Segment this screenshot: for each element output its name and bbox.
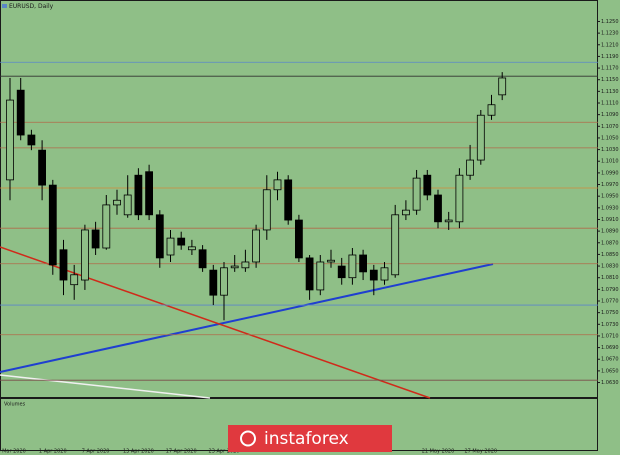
y-tick-label: 1.0750 — [601, 310, 619, 316]
y-tick-label: 1.0770 — [601, 299, 619, 305]
candle-body — [241, 261, 250, 269]
candle-body — [134, 174, 143, 216]
y-tick-label: 1.0910 — [601, 217, 619, 223]
candle-body — [27, 134, 36, 146]
candle-body — [284, 179, 293, 221]
candle-body — [209, 269, 218, 296]
y-tick-label: 1.1070 — [601, 124, 619, 130]
candle-body — [262, 189, 271, 231]
candle-body — [59, 249, 68, 281]
candle-body — [434, 194, 442, 223]
y-tick-label: 1.1050 — [601, 135, 619, 141]
x-tick-label: 21 May 2020 — [422, 449, 455, 455]
candle-body — [273, 179, 282, 191]
candle-body — [81, 229, 89, 281]
candle-body — [348, 254, 357, 279]
y-tick-label: 1.0810 — [601, 275, 619, 281]
y-tick-label: 1.0690 — [601, 345, 619, 351]
candle-body — [38, 149, 46, 186]
candle-body — [91, 229, 100, 249]
y-tick-label: 1.1090 — [601, 112, 619, 118]
y-tick-label: 1.0670 — [601, 357, 619, 363]
y-tick-label: 1.0790 — [601, 287, 619, 293]
x-tick-label: 13 Apr 2020 — [123, 449, 154, 455]
candle-body — [391, 214, 400, 276]
x-tick-label: 7 Apr 2020 — [82, 449, 110, 455]
candle-body — [455, 174, 464, 223]
trend-line — [0, 246, 431, 399]
candle-body — [230, 265, 239, 269]
candle-body — [412, 177, 421, 211]
candle-body — [166, 237, 175, 256]
candle-body — [6, 99, 14, 181]
candle-body — [177, 237, 186, 246]
y-tick-label: 1.0650 — [601, 368, 619, 374]
y-tick-label: 1.0850 — [601, 252, 619, 258]
y-tick-label: 1.0970 — [601, 182, 619, 188]
watermark-logo — [240, 430, 256, 447]
y-tick-label: 1.1030 — [601, 147, 619, 153]
candle-body — [316, 261, 325, 291]
y-tick-label: 1.1210 — [601, 42, 619, 48]
x-tick-label: 30 Mar 2020 — [0, 449, 26, 455]
candle-body — [252, 229, 261, 263]
y-tick-label: 1.0950 — [601, 194, 619, 200]
y-tick-label: 1.0730 — [601, 322, 619, 328]
volume-label: Volumes — [4, 402, 26, 408]
y-tick-label: 1.1130 — [601, 89, 619, 95]
y-tick-label: 1.0890 — [601, 229, 619, 235]
x-tick-label: 27 May 2020 — [464, 449, 497, 455]
candle-body — [444, 219, 453, 223]
candle-body — [123, 194, 132, 216]
y-tick-label: 1.0870 — [601, 240, 619, 246]
candle-body — [155, 214, 164, 259]
candle-body — [498, 77, 507, 96]
y-tick-label: 1.1250 — [601, 19, 619, 25]
candle-body — [380, 267, 389, 281]
candle-body — [337, 265, 346, 279]
chart-title: EURUSD, Daily — [9, 3, 54, 10]
symbol-icon — [2, 4, 7, 8]
candle-body — [476, 114, 485, 161]
candle-body — [48, 184, 57, 266]
watermark-text: instaforex — [264, 429, 349, 449]
y-tick-label: 1.0990 — [601, 170, 619, 176]
price-panel-frame — [0, 0, 598, 398]
x-tick-label: 23 Apr 2020 — [209, 449, 240, 455]
trend-line — [0, 374, 211, 399]
y-tick-label: 1.0710 — [601, 333, 619, 339]
candle-body — [102, 204, 111, 249]
y-tick-label: 1.1170 — [601, 66, 619, 72]
candle-body — [487, 104, 496, 116]
candle-body — [305, 257, 314, 291]
watermark: instaforex — [228, 425, 392, 452]
y-tick-label: 1.0630 — [601, 380, 619, 386]
candle-body — [70, 274, 79, 286]
y-tick-label: 1.1230 — [601, 31, 619, 37]
trend-line — [0, 263, 494, 373]
candle-body — [220, 267, 228, 296]
candle-body — [198, 249, 207, 269]
y-tick-label: 1.1190 — [601, 54, 619, 60]
candle-body — [145, 171, 154, 216]
candle-body — [401, 209, 410, 216]
y-tick-label: 1.1010 — [601, 159, 619, 165]
candle-body — [369, 269, 378, 281]
x-tick-label: 17 Apr 2020 — [166, 449, 197, 455]
candle-body — [113, 199, 121, 206]
y-tick-label: 1.0930 — [601, 205, 619, 211]
y-tick-label: 1.1110 — [601, 101, 619, 107]
x-tick-label: 1 Apr 2020 — [39, 449, 67, 455]
candle-body — [187, 246, 196, 251]
y-tick-label: 1.0830 — [601, 264, 619, 270]
candle-body — [327, 259, 335, 263]
y-tick-label: 1.1150 — [601, 77, 619, 83]
candle-body — [16, 89, 25, 136]
candle-body — [359, 254, 368, 273]
candle-body — [466, 159, 475, 176]
candle-body — [294, 219, 303, 259]
candle-body — [423, 174, 432, 196]
